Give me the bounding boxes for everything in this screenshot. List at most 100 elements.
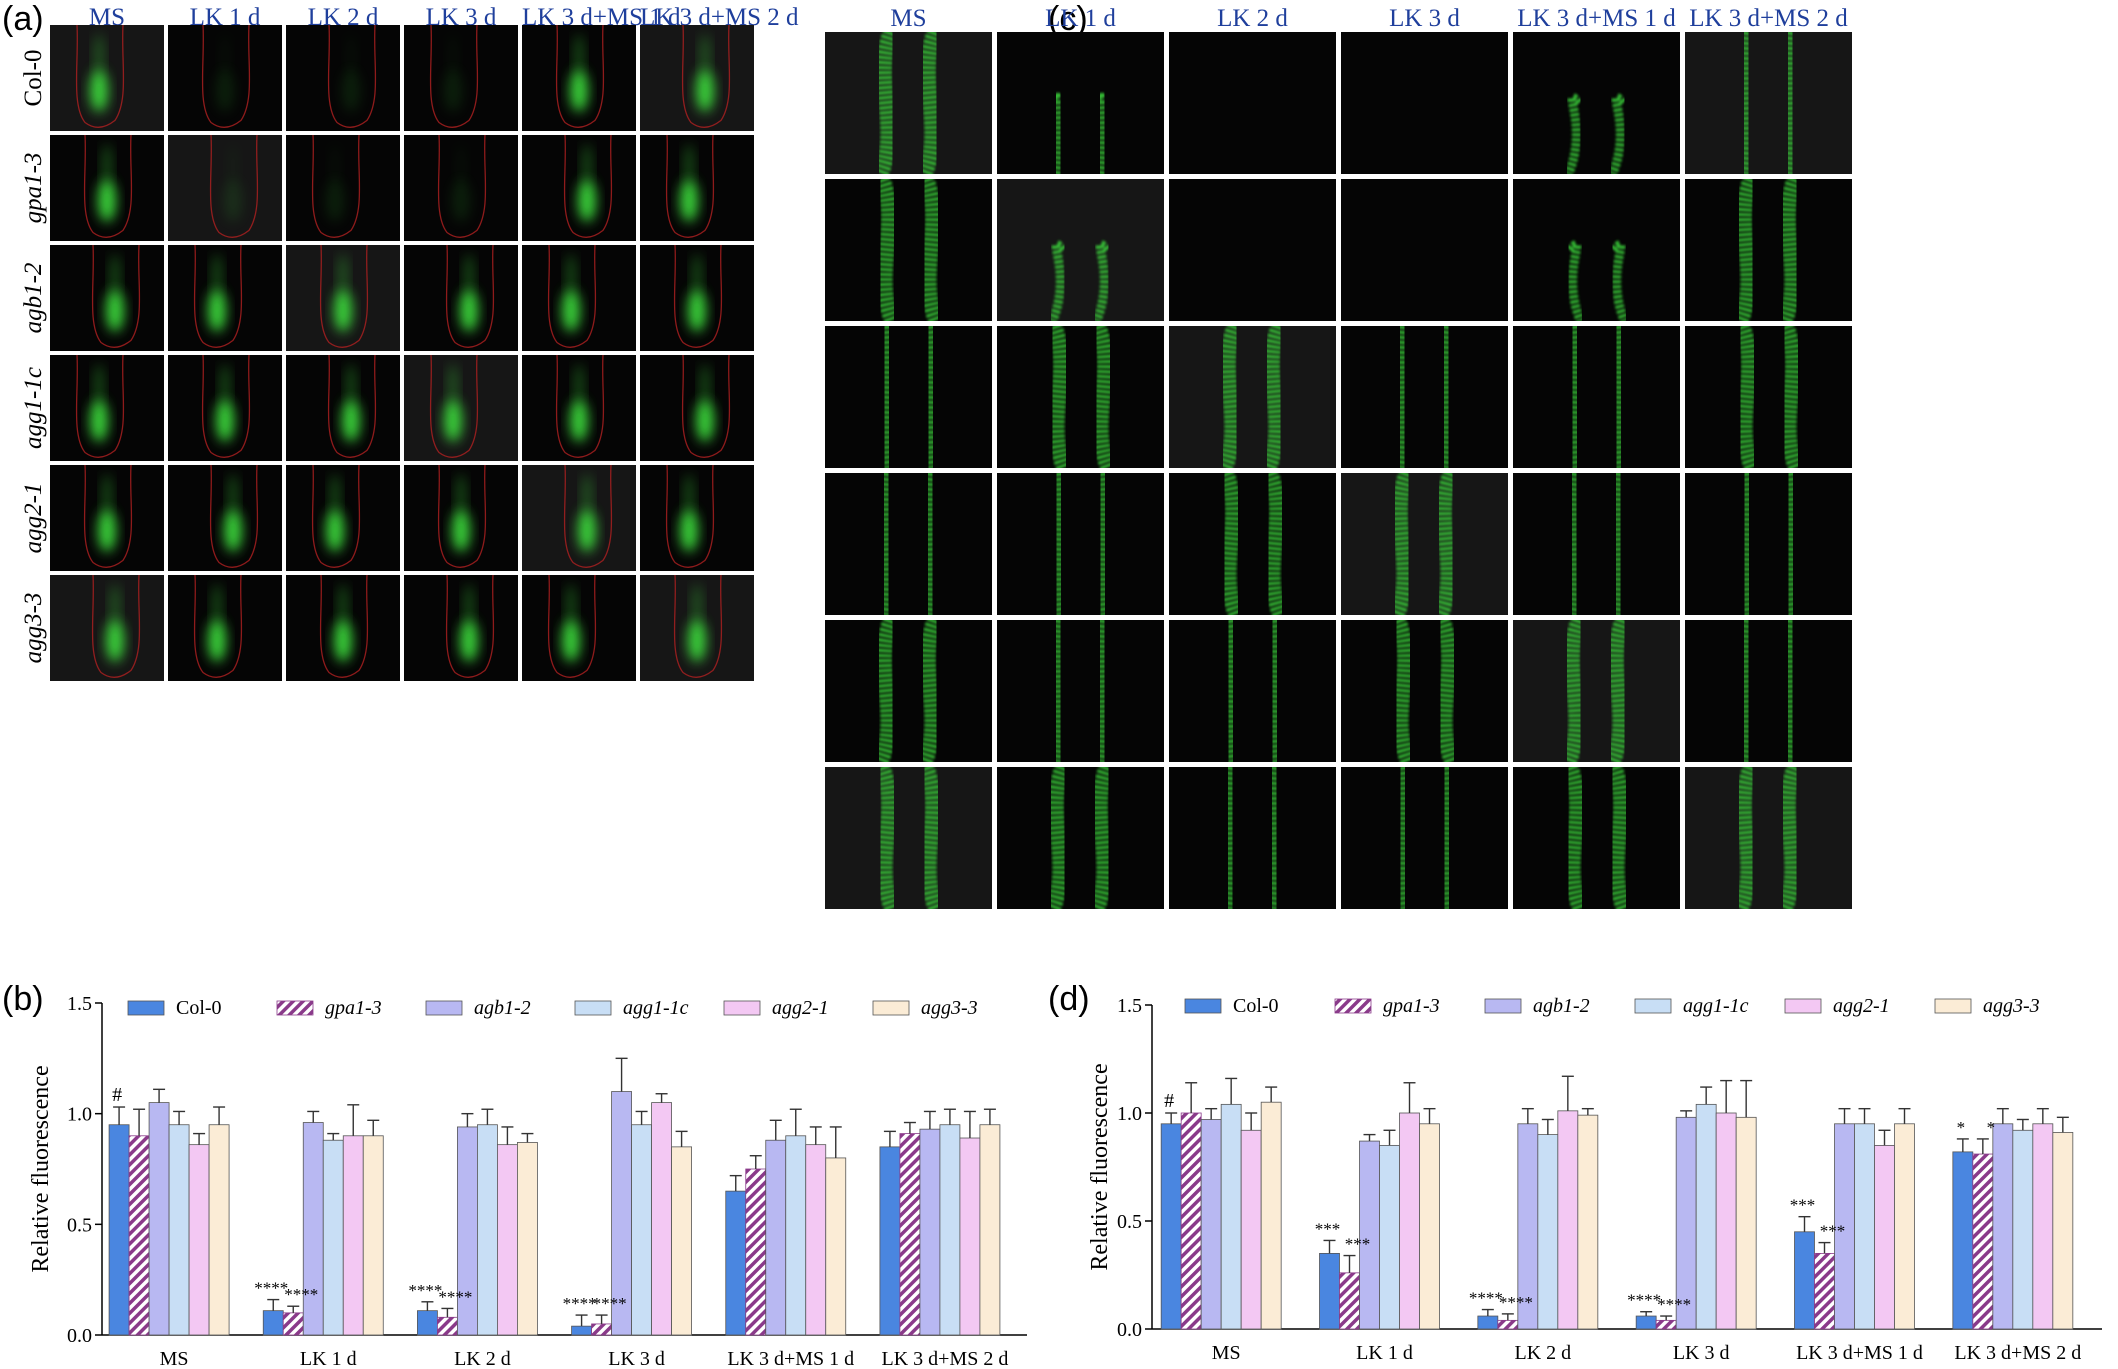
bar bbox=[437, 1316, 458, 1336]
micrograph-cell bbox=[997, 473, 1164, 615]
micrograph-cell bbox=[640, 135, 754, 241]
micrograph-cell bbox=[1169, 179, 1336, 321]
x-tick-label: LK 3 d bbox=[1673, 1342, 1730, 1364]
x-tick-label: LK 3 d+MS 1 d bbox=[727, 1348, 854, 1369]
micrograph-cell bbox=[997, 620, 1164, 762]
bar bbox=[1339, 1272, 1360, 1330]
micrograph-cell bbox=[1169, 620, 1336, 762]
column-header-c: LK 3 d+MS 2 d bbox=[1689, 5, 1848, 32]
bar bbox=[2012, 1129, 2034, 1330]
panel-label-d: (d) bbox=[1048, 980, 1090, 1018]
micrograph-cell bbox=[1685, 767, 1852, 909]
significance-marker: **** bbox=[438, 1287, 472, 1306]
significance-marker: *** bbox=[1790, 1196, 1816, 1215]
bar bbox=[1477, 1315, 1499, 1330]
micrograph-cell bbox=[522, 355, 636, 461]
legend-entry: agg1-1c bbox=[623, 997, 689, 1019]
micrograph-cell bbox=[522, 245, 636, 351]
column-header-c: LK 3 d+MS 1 d bbox=[1517, 5, 1676, 32]
micrograph-cell bbox=[1341, 32, 1508, 174]
bar bbox=[342, 1135, 364, 1336]
micrograph-cell bbox=[168, 465, 282, 571]
bar bbox=[1874, 1144, 1895, 1330]
micrograph-cell bbox=[404, 575, 518, 681]
bar-chart-d: 0.0 0.5 1.0 1.5 Relative fluorescence MS LK 1 … bbox=[1045, 985, 2118, 1369]
micrograph-cell bbox=[1341, 473, 1508, 615]
bar bbox=[168, 1124, 190, 1336]
micrograph-cell bbox=[1341, 326, 1508, 468]
micrograph-cell bbox=[1169, 473, 1336, 615]
micrograph-cell bbox=[168, 245, 282, 351]
bar bbox=[979, 1124, 1001, 1336]
bar bbox=[805, 1144, 827, 1336]
micrograph-cell bbox=[1685, 179, 1852, 321]
significance-marker: * bbox=[1957, 1118, 1966, 1137]
legend-swatch bbox=[574, 1000, 612, 1016]
micrograph-cell bbox=[522, 465, 636, 571]
micrograph-cell bbox=[1169, 326, 1336, 468]
bar bbox=[1200, 1119, 1222, 1330]
micrograph-cell bbox=[1513, 179, 1680, 321]
x-tick-label: LK 2 d bbox=[1514, 1342, 1571, 1364]
bar bbox=[879, 1146, 901, 1336]
y-tick-label: 1.5 bbox=[1117, 995, 1142, 1017]
bar bbox=[919, 1128, 941, 1336]
bar bbox=[2032, 1123, 2054, 1330]
bar bbox=[939, 1124, 961, 1336]
bar bbox=[1814, 1252, 1835, 1330]
x-tick-label: LK 3 d+MS 1 d bbox=[1796, 1342, 1923, 1364]
bar bbox=[322, 1139, 344, 1336]
bar bbox=[591, 1323, 612, 1336]
significance-marker: *** bbox=[1820, 1222, 1846, 1241]
row-header-a: agg1-1c bbox=[20, 367, 47, 449]
micrograph-cell bbox=[286, 245, 400, 351]
legend-entry: agg1-1c bbox=[1683, 995, 1749, 1017]
bar bbox=[899, 1133, 921, 1336]
micrograph-cell bbox=[50, 575, 164, 681]
scale-bar bbox=[2058, 912, 2096, 918]
significance-marker: **** bbox=[284, 1285, 318, 1304]
micrograph-cell bbox=[1685, 620, 1852, 762]
micrograph-cell bbox=[522, 575, 636, 681]
micrograph-cell bbox=[825, 326, 992, 468]
bar bbox=[1319, 1252, 1340, 1330]
bar bbox=[497, 1144, 518, 1336]
micrograph-cell bbox=[997, 32, 1164, 174]
micrograph-cell bbox=[1341, 767, 1508, 909]
micrograph-cell bbox=[286, 25, 400, 131]
legend-swatch bbox=[425, 1000, 463, 1016]
y-axis-label: Relative fluorescence bbox=[1087, 1063, 1113, 1270]
bar bbox=[1577, 1114, 1599, 1330]
micrograph-cell bbox=[404, 245, 518, 351]
x-tick-label: LK 1 d bbox=[300, 1348, 357, 1369]
x-tick-label: LK 2 d bbox=[454, 1348, 511, 1369]
legend-swatch bbox=[872, 1000, 910, 1016]
bar bbox=[417, 1310, 438, 1336]
bar bbox=[1379, 1144, 1400, 1330]
row-header-a: agb1-2 bbox=[20, 262, 47, 334]
bar bbox=[671, 1146, 692, 1336]
micrograph-cell bbox=[168, 135, 282, 241]
x-tick-label: LK 3 d+MS 2 d bbox=[881, 1348, 1008, 1369]
micrograph-cell bbox=[50, 465, 164, 571]
micrograph-cell bbox=[522, 135, 636, 241]
bar bbox=[1537, 1134, 1559, 1330]
bar bbox=[1220, 1103, 1242, 1330]
micrograph-cell bbox=[1169, 767, 1336, 909]
bar bbox=[208, 1124, 230, 1336]
scale-bar bbox=[958, 918, 1000, 924]
bar bbox=[631, 1124, 652, 1336]
significance-marker: # bbox=[1164, 1090, 1174, 1112]
y-tick-label: 0.0 bbox=[67, 1325, 92, 1347]
significance-marker: **** bbox=[1499, 1293, 1533, 1312]
bar bbox=[262, 1310, 284, 1336]
significance-marker: **** bbox=[408, 1281, 442, 1300]
bar bbox=[2052, 1132, 2074, 1330]
legend-swatch bbox=[1784, 998, 1822, 1014]
y-tick-label: 1.5 bbox=[67, 993, 92, 1015]
micrograph-cell bbox=[404, 355, 518, 461]
legend-swatch bbox=[1934, 998, 1972, 1014]
micrograph-cell bbox=[825, 620, 992, 762]
micrograph-cell bbox=[1341, 620, 1508, 762]
bar bbox=[1695, 1103, 1717, 1330]
